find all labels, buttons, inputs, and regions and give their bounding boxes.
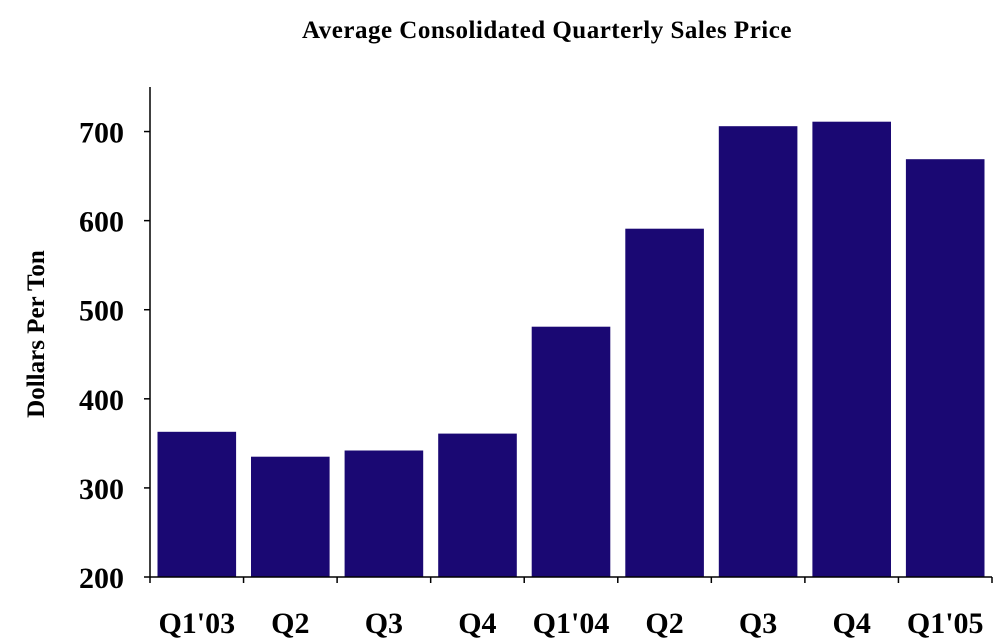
- bar-1: [251, 456, 330, 577]
- y-tick-label-5: 700: [79, 117, 124, 150]
- x-tick-label-0: Q1'03: [158, 607, 235, 638]
- y-tick-label-0: 200: [79, 562, 124, 595]
- bar-6: [718, 126, 798, 577]
- bar-7: [812, 121, 891, 577]
- x-tick-label-2: Q3: [365, 607, 403, 638]
- x-ticks-group: Q1'03 Q2 Q3 Q4 Q1'04 Q2 Q3 Q4 Q1'05: [149, 577, 993, 638]
- bar-4: [531, 326, 611, 577]
- x-tick-label-3: Q4: [458, 607, 496, 638]
- y-tick-label-3: 500: [79, 295, 124, 328]
- y-axis-title: Dollars Per Ton: [23, 250, 50, 418]
- x-tick-label-6: Q3: [739, 607, 777, 638]
- y-tick-label-4: 600: [79, 206, 124, 239]
- bar-3: [438, 433, 517, 577]
- bars-group: [157, 121, 985, 577]
- x-tick-label-5: Q2: [645, 607, 683, 638]
- y-tick-label-1: 300: [79, 473, 124, 506]
- bar-2: [344, 450, 424, 577]
- x-tick-label-4: Q1'04: [533, 607, 610, 638]
- axes-group: [149, 87, 992, 578]
- bar-5: [625, 228, 704, 577]
- x-tick-label-7: Q4: [833, 607, 871, 638]
- bar-0: [157, 431, 237, 577]
- x-tick-label-1: Q2: [271, 607, 309, 638]
- y-tick-label-2: 400: [79, 384, 124, 417]
- bar-8: [905, 159, 985, 577]
- y-ticks-group: 200 300 400 500 600 700: [79, 117, 150, 595]
- chart-title: Average Consolidated Quarterly Sales Pri…: [302, 17, 792, 44]
- x-tick-label-8: Q1'05: [907, 607, 984, 638]
